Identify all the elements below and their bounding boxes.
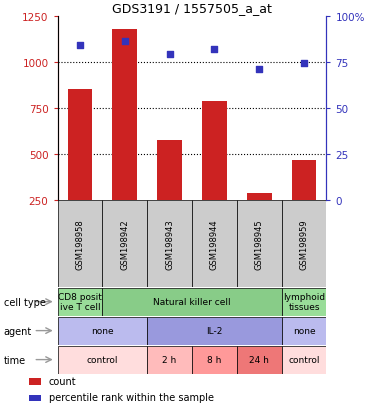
Point — [122, 39, 128, 45]
Text: IL-2: IL-2 — [206, 326, 223, 335]
Bar — [58, 288, 102, 316]
Text: control: control — [288, 355, 320, 364]
Text: none: none — [293, 326, 315, 335]
Bar — [29, 378, 41, 385]
Bar — [282, 200, 326, 287]
Bar — [102, 288, 282, 316]
Bar — [147, 200, 192, 287]
Text: count: count — [49, 376, 76, 386]
Bar — [292, 161, 316, 200]
Bar — [147, 317, 282, 345]
Bar — [102, 200, 147, 287]
Text: 2 h: 2 h — [162, 355, 177, 364]
Text: Natural killer cell: Natural killer cell — [153, 297, 231, 306]
Title: GDS3191 / 1557505_a_at: GDS3191 / 1557505_a_at — [112, 2, 272, 15]
Text: GSM198942: GSM198942 — [120, 218, 129, 269]
Text: none: none — [91, 326, 114, 335]
Text: 24 h: 24 h — [249, 355, 269, 364]
Text: GSM198958: GSM198958 — [75, 218, 85, 269]
Bar — [202, 102, 227, 200]
Bar — [58, 317, 147, 345]
Text: percentile rank within the sample: percentile rank within the sample — [49, 392, 214, 402]
Point — [211, 46, 217, 53]
Text: control: control — [86, 355, 118, 364]
Bar — [192, 346, 237, 374]
Bar — [147, 346, 192, 374]
Bar — [112, 30, 137, 200]
Text: CD8 posit
ive T cell: CD8 posit ive T cell — [58, 292, 102, 311]
Bar — [58, 346, 147, 374]
Text: GSM198959: GSM198959 — [299, 218, 309, 269]
Text: GSM198945: GSM198945 — [255, 218, 264, 269]
Bar — [237, 346, 282, 374]
Bar — [237, 200, 282, 287]
Text: lymphoid
tissues: lymphoid tissues — [283, 292, 325, 311]
Text: GSM198943: GSM198943 — [165, 218, 174, 269]
Bar — [247, 194, 272, 200]
Point — [167, 52, 173, 58]
Text: GSM198944: GSM198944 — [210, 218, 219, 269]
Point — [256, 66, 262, 73]
Bar — [192, 200, 237, 287]
Text: 8 h: 8 h — [207, 355, 221, 364]
Bar — [282, 288, 326, 316]
Bar — [68, 90, 92, 200]
Bar — [29, 395, 41, 401]
Bar — [282, 346, 326, 374]
Bar — [157, 140, 182, 200]
Text: cell type: cell type — [4, 297, 46, 307]
Bar — [58, 200, 102, 287]
Bar — [282, 317, 326, 345]
Point — [77, 43, 83, 49]
Text: agent: agent — [4, 326, 32, 336]
Text: time: time — [4, 355, 26, 365]
Point — [301, 61, 307, 68]
